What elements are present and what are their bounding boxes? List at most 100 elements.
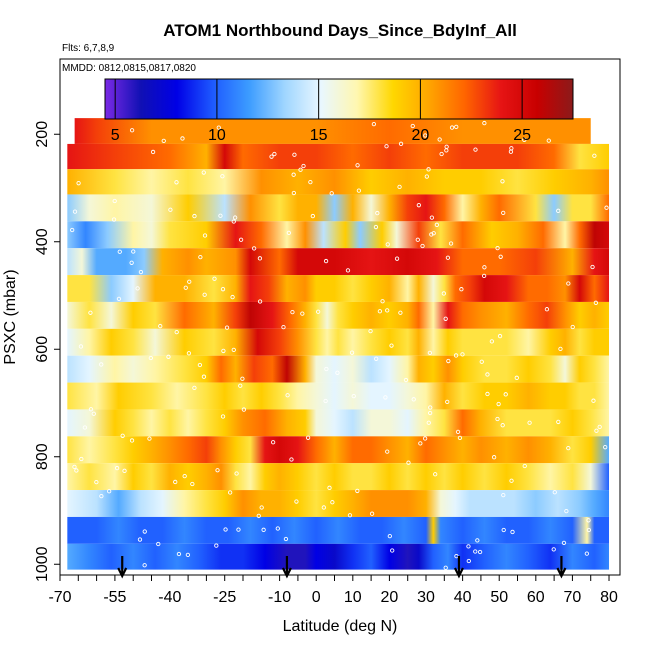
observation-dot bbox=[433, 472, 438, 477]
observation-dot bbox=[485, 391, 490, 397]
observation-dot bbox=[586, 518, 591, 523]
observation-dot bbox=[310, 213, 315, 219]
observation-dot bbox=[114, 465, 120, 471]
observation-dot bbox=[294, 499, 299, 504]
observation-dot bbox=[416, 203, 421, 208]
observation-dot bbox=[329, 191, 334, 196]
y-tick-label: 600 bbox=[34, 336, 51, 363]
observation-dot bbox=[298, 167, 303, 172]
observation-dot bbox=[137, 537, 143, 542]
observation-dot bbox=[406, 460, 411, 465]
x-tick-label: -40 bbox=[158, 589, 181, 606]
colorbar-tick-label: 20 bbox=[411, 127, 429, 144]
observation-dot bbox=[489, 339, 495, 344]
heatmap-band bbox=[67, 382, 610, 410]
observation-dot bbox=[347, 513, 353, 518]
observation-dot bbox=[301, 163, 306, 169]
observation-dot bbox=[590, 264, 595, 270]
observation-dot bbox=[380, 299, 385, 304]
observation-dot bbox=[415, 237, 420, 242]
observation-dot bbox=[158, 323, 163, 329]
heatmap-band bbox=[67, 169, 610, 195]
observation-dot bbox=[131, 249, 136, 254]
observation-dot bbox=[446, 358, 451, 364]
x-tick-label: -70 bbox=[48, 589, 71, 606]
observation-dot bbox=[259, 505, 264, 510]
observation-dot bbox=[445, 399, 450, 405]
observation-dot bbox=[142, 563, 147, 568]
x-tick-label: 80 bbox=[600, 589, 618, 606]
observation-dot bbox=[220, 174, 225, 179]
observation-dot bbox=[368, 328, 373, 334]
observation-dot bbox=[479, 359, 484, 364]
observation-dot bbox=[375, 210, 380, 216]
observation-dot bbox=[522, 137, 527, 143]
observation-dot bbox=[286, 230, 292, 236]
observation-dot bbox=[501, 527, 506, 533]
y-axis: 200 400 600 800 1000 bbox=[34, 121, 60, 582]
observation-dot bbox=[544, 307, 550, 312]
observation-dot bbox=[448, 241, 454, 246]
observation-dot bbox=[552, 490, 557, 495]
observation-dot bbox=[495, 245, 500, 251]
colorbar-tick-label: 5 bbox=[111, 127, 120, 144]
observation-dot bbox=[371, 122, 377, 127]
heatmap-band bbox=[67, 543, 610, 570]
observation-dot bbox=[389, 343, 394, 348]
observation-dot bbox=[586, 527, 592, 533]
observation-dot bbox=[190, 481, 195, 487]
colorbar-tick-label: 10 bbox=[208, 127, 226, 144]
observation-dot bbox=[387, 533, 392, 539]
observation-dot bbox=[129, 260, 134, 265]
observation-dot bbox=[500, 423, 505, 428]
observation-dot bbox=[182, 473, 187, 479]
observation-dot bbox=[556, 208, 561, 213]
observation-dot bbox=[349, 350, 355, 355]
observation-dot bbox=[185, 552, 191, 558]
x-tick-label: -25 bbox=[213, 589, 236, 606]
observation-dot bbox=[291, 172, 296, 177]
observation-dot bbox=[345, 268, 351, 273]
heatmap-band bbox=[74, 118, 591, 144]
observation-dot bbox=[496, 401, 501, 407]
observation-dot bbox=[192, 213, 197, 219]
observation-dot bbox=[241, 407, 247, 412]
observation-dot bbox=[198, 254, 203, 260]
heatmap-band bbox=[67, 409, 610, 437]
observation-dot bbox=[454, 124, 459, 129]
x-tick-label: -55 bbox=[103, 589, 126, 606]
y-tick-label: 800 bbox=[34, 443, 51, 470]
colorbar-tick-label: 25 bbox=[513, 127, 531, 144]
observation-dot bbox=[212, 276, 217, 281]
observation-dot bbox=[150, 149, 156, 155]
observation-dot bbox=[403, 377, 409, 383]
observation-dot bbox=[427, 410, 433, 416]
heatmap-band bbox=[67, 248, 610, 276]
observation-dot bbox=[238, 237, 244, 242]
observation-dot bbox=[292, 152, 297, 157]
y-tick-label: 400 bbox=[34, 228, 51, 255]
observation-dot bbox=[426, 420, 431, 425]
observation-dot bbox=[161, 138, 166, 144]
observation-dot bbox=[234, 471, 239, 476]
observation-dot bbox=[556, 419, 561, 425]
heatmap bbox=[67, 118, 610, 570]
observation-dot bbox=[168, 207, 173, 212]
observation-dot bbox=[142, 529, 147, 534]
observation-dot bbox=[192, 385, 197, 391]
observation-dot bbox=[327, 485, 332, 490]
observation-dot bbox=[300, 311, 305, 316]
observation-dot bbox=[187, 279, 192, 284]
observation-dot bbox=[224, 325, 230, 330]
observation-dot bbox=[603, 445, 608, 450]
observation-dot bbox=[420, 243, 425, 249]
observation-dot bbox=[291, 190, 297, 196]
x-tick-label: 30 bbox=[417, 589, 435, 606]
observation-dot bbox=[592, 153, 597, 158]
x-tick-label: 0 bbox=[312, 589, 321, 606]
observation-dot bbox=[564, 508, 569, 514]
observation-dot bbox=[335, 370, 340, 375]
observation-dot bbox=[79, 456, 84, 462]
observation-dot bbox=[202, 292, 207, 297]
observation-dot bbox=[394, 256, 400, 261]
